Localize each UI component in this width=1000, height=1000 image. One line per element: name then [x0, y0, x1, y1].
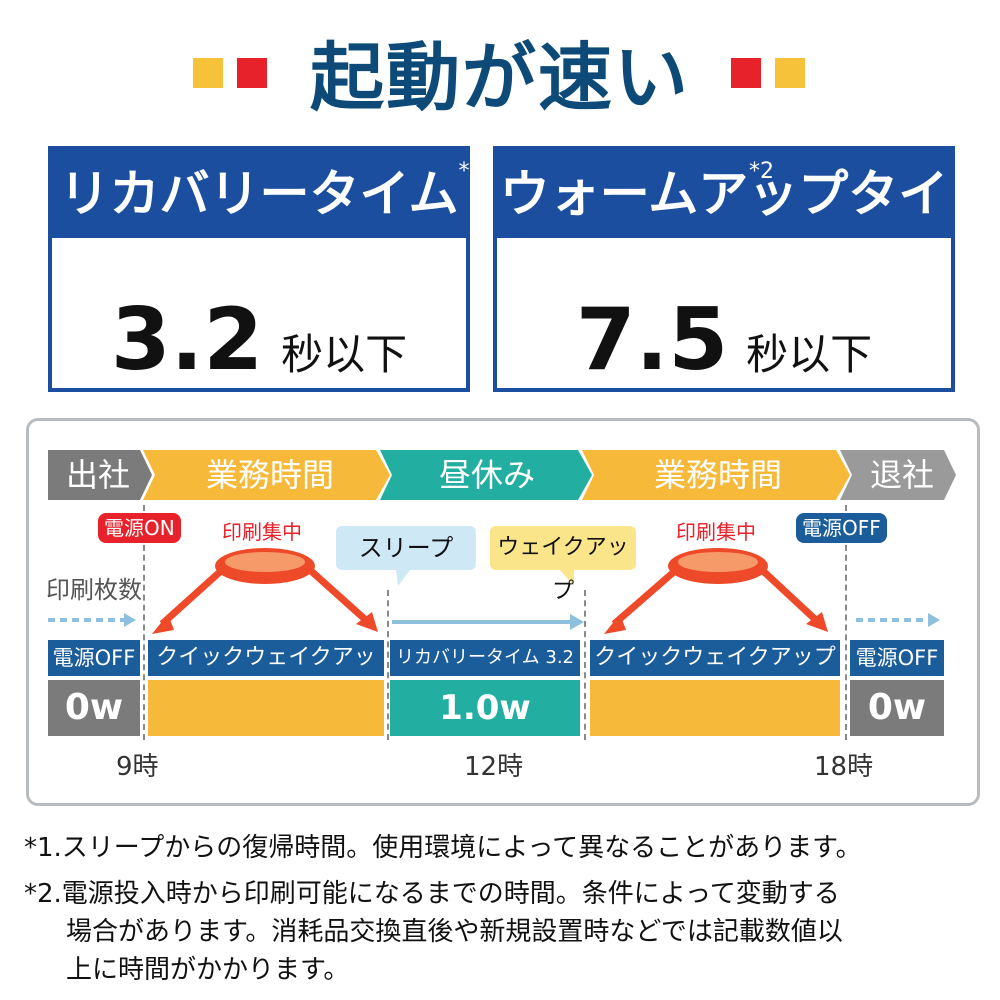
quick-wake-bar-pm: クイックウェイクアップ [590, 640, 840, 676]
power-sleep: 1.0w [390, 680, 580, 736]
yellow-square-left [193, 58, 223, 88]
yellow-square-right [775, 58, 805, 88]
time-12: 12時 [464, 752, 524, 782]
print-activity-graphics [48, 548, 940, 634]
recovery-time-value: 3.2 [110, 290, 264, 390]
idle-arrow-right [856, 613, 940, 627]
power-off-tag: 電源OFF [796, 513, 887, 543]
phase-leave: 退社 [869, 456, 934, 494]
sleep-bubble-tail [396, 570, 410, 586]
divider-9 [143, 505, 145, 740]
recovery-bar: リカバリータイム 3.2秒 [390, 640, 580, 704]
recovery-time-footnote-mark: *1 [458, 159, 484, 184]
phase-lunch-shape [380, 450, 592, 500]
power-off-bar-right: 電源OFF [850, 640, 944, 676]
print-focus-label-am: 印刷集中 [222, 520, 302, 544]
phase-arrive: 出社 [65, 456, 130, 494]
divider-18 [845, 505, 847, 740]
warmup-time-header: ウォームアップタイム *2 [497, 150, 951, 311]
red-square-right [731, 58, 761, 88]
sleep-bubble: スリープ [336, 526, 476, 570]
warmup-time-value: 7.5 [575, 290, 729, 390]
footnote-2-line2: 場合があります。消耗品交換直後や新規設置時などでは記載数値以 [66, 917, 843, 947]
idle-arrow-left [48, 613, 136, 627]
divider-lunch-end [584, 590, 586, 740]
footnote-2-line3: 上に時間がかかります。 [66, 955, 350, 985]
red-square-left [237, 58, 267, 88]
warmup-time-label: ウォームアップタイム [499, 165, 949, 311]
time-9: 9時 [116, 752, 159, 782]
print-focus-pm [604, 548, 828, 634]
power-zero-left: 0w [48, 680, 140, 736]
recovery-time-header: リカバリータイム *1 [52, 150, 484, 238]
wake-bubble: ウェイクアップ [490, 526, 636, 604]
footnote-1: *1.スリープからの復帰時間。使用環境によって異なることがあります。 [24, 833, 862, 863]
phase-arrive-shape [48, 450, 152, 500]
power-zero-right: 0w [850, 680, 944, 736]
phase-leave-shape [840, 450, 956, 500]
power-work-am [148, 680, 384, 736]
phase-work-pm: 業務時間 [653, 456, 782, 494]
recovery-time-box: リカバリータイム *1 3.2 秒以下 [48, 146, 484, 392]
warmup-time-footnote-mark: *2 [749, 159, 774, 184]
divider-lunch-start [387, 590, 389, 740]
recovery-time-value-row: 3.2 秒以下 [52, 290, 466, 390]
wake-bubble-tail [560, 570, 574, 586]
page-title: 起動が速い [310, 35, 690, 121]
phase-work-pm-shape [582, 450, 850, 500]
time-18: 18時 [814, 752, 874, 782]
warmup-time-value-row: 7.5 秒以下 [497, 290, 951, 390]
footnote-2-line1: *2.電源投入時から印刷可能になるまでの時間。条件によって変動する [24, 879, 840, 909]
print-focus-am [152, 548, 378, 634]
sleep-arrow [392, 614, 584, 630]
recovery-time-label: リカバリータイム [59, 165, 459, 223]
phase-lunch: 昼休み [438, 456, 535, 494]
power-off-bar-left: 電源OFF [48, 640, 140, 676]
quick-wake-bar-am: クイックウェイクアップ [148, 640, 384, 706]
warmup-time-box: ウォームアップタイム *2 7.5 秒以下 [493, 146, 955, 392]
phase-work-am-shape [143, 450, 390, 500]
phase-work-am: 業務時間 [205, 456, 334, 494]
print-focus-label-pm: 印刷集中 [676, 520, 756, 544]
power-work-pm [590, 680, 840, 736]
recovery-time-unit: 秒以下 [281, 330, 408, 379]
warmup-time-unit: 秒以下 [746, 330, 873, 379]
phase-arrow-bar [48, 450, 956, 500]
power-on-tag: 電源ON [98, 513, 181, 543]
print-count-label: 印刷枚数 [46, 576, 142, 604]
